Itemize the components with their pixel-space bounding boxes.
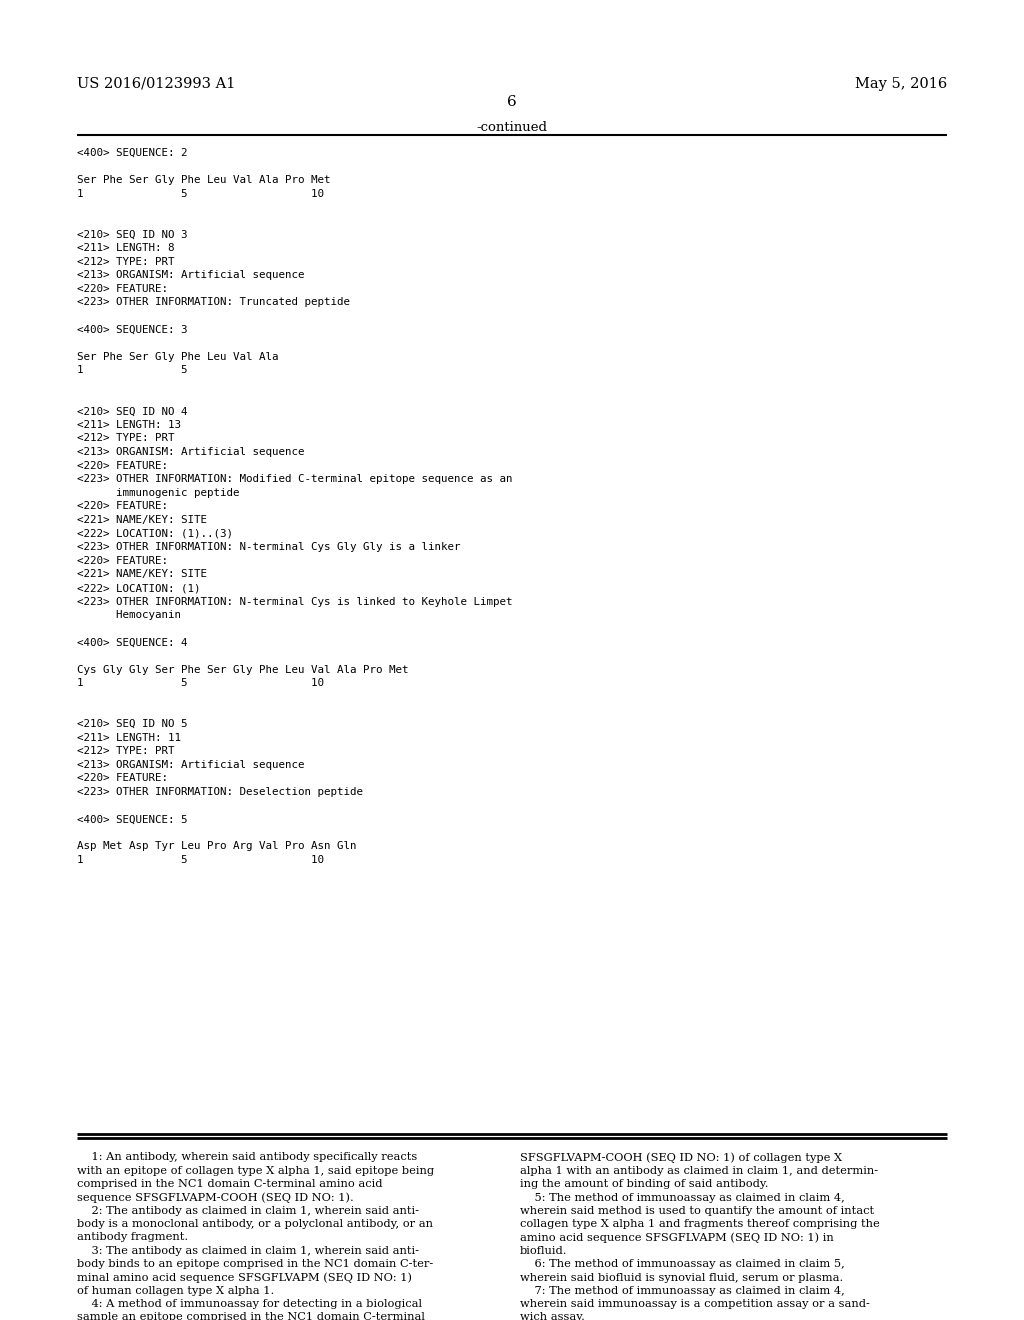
Text: US 2016/0123993 A1: US 2016/0123993 A1 <box>77 77 236 91</box>
Text: -continued: -continued <box>476 121 548 135</box>
Text: 1: An antibody, wherein said antibody specifically reacts
with an epitope of col: 1: An antibody, wherein said antibody sp… <box>77 1152 434 1320</box>
Text: <400> SEQUENCE: 2

Ser Phe Ser Gly Phe Leu Val Ala Pro Met
1               5    : <400> SEQUENCE: 2 Ser Phe Ser Gly Phe Le… <box>77 148 512 865</box>
Text: 6: 6 <box>507 95 517 110</box>
Text: May 5, 2016: May 5, 2016 <box>855 77 947 91</box>
Text: SFSGFLVAPM-COOH (SEQ ID NO: 1) of collagen type X
alpha 1 with an antibody as cl: SFSGFLVAPM-COOH (SEQ ID NO: 1) of collag… <box>520 1152 880 1320</box>
